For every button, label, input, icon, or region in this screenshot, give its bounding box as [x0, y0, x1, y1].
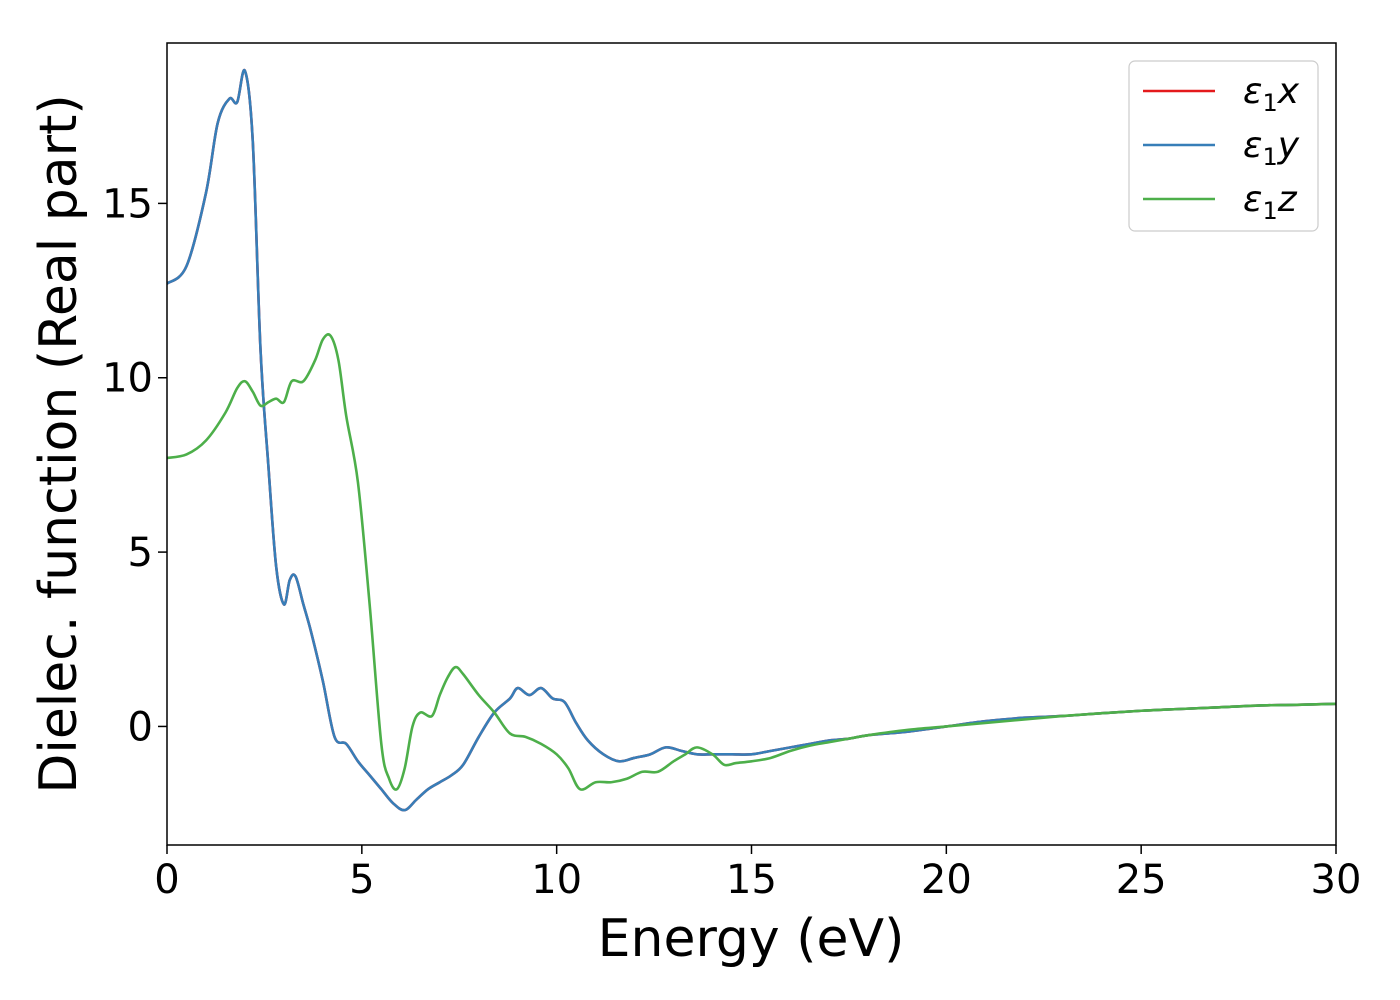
- legend-label-axis: x: [1277, 71, 1300, 112]
- legend-label-symbol: ε: [1243, 179, 1262, 220]
- plot-lines: [167, 68, 1336, 812]
- y-axis-ticks: 0 5 10 15: [102, 181, 167, 750]
- legend-label: ε1z: [1243, 179, 1298, 225]
- legend-label-axis: z: [1277, 179, 1298, 220]
- legend-label-symbol: ε: [1243, 125, 1262, 166]
- series-line-e1y: [167, 68, 1336, 812]
- x-tick-label: 15: [726, 857, 777, 903]
- y-tick-label: 10: [102, 356, 153, 402]
- x-tick-label: 5: [349, 857, 374, 903]
- legend-label-subscript: 1: [1262, 143, 1277, 171]
- x-axis-ticks: 0 5 10 15 20 25 30: [154, 845, 1361, 903]
- legend-label-subscript: 1: [1262, 89, 1277, 117]
- x-tick-label: 10: [531, 857, 582, 903]
- x-tick-label: 0: [154, 857, 179, 903]
- legend-label-axis: y: [1277, 125, 1300, 166]
- y-axis-label: Dielec. function (Real part): [29, 94, 89, 793]
- series-line-e1z: [167, 333, 1336, 791]
- y-tick-label: 5: [128, 530, 153, 576]
- legend-label-subscript: 1: [1262, 197, 1277, 225]
- legend-box: [1128, 60, 1319, 232]
- y-tick-label: 15: [102, 181, 153, 227]
- x-axis-label: Energy (eV): [598, 909, 905, 969]
- x-tick-label: 20: [921, 857, 972, 903]
- x-tick-label: 30: [1311, 857, 1362, 903]
- x-tick-label: 25: [1116, 857, 1167, 903]
- legend-label-symbol: ε: [1243, 71, 1262, 112]
- y-tick-label: 0: [128, 704, 153, 750]
- legend-label: ε1x: [1243, 71, 1300, 117]
- legend-label: ε1y: [1243, 125, 1300, 171]
